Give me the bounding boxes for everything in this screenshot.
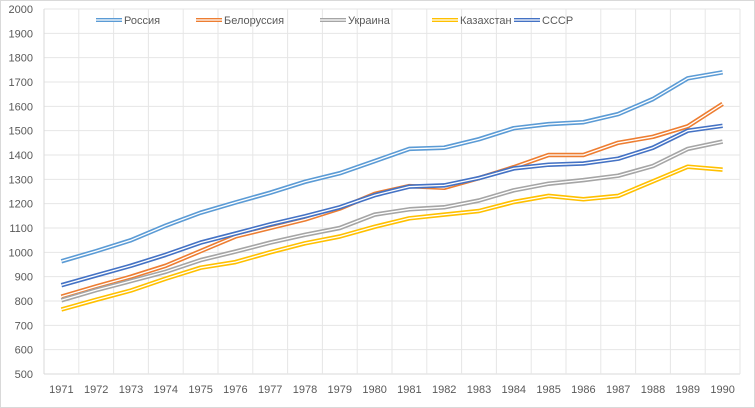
series-2 bbox=[60, 139, 724, 303]
series-line-inner bbox=[61, 140, 723, 301]
x-tick-label: 1971 bbox=[49, 384, 73, 396]
x-tick-label: 1974 bbox=[154, 384, 178, 396]
series-4 bbox=[60, 123, 723, 288]
series-3 bbox=[60, 164, 723, 312]
x-tick-label: 1987 bbox=[606, 384, 630, 396]
y-tick-label: 1700 bbox=[9, 77, 33, 89]
x-tick-label: 1989 bbox=[676, 384, 700, 396]
legend-item-3[interactable]: Казахстан bbox=[432, 15, 512, 27]
legend-label: СССР bbox=[542, 15, 573, 27]
legend-item-0[interactable]: Россия bbox=[96, 15, 160, 27]
x-tick-label: 1983 bbox=[467, 384, 491, 396]
y-tick-label: 1500 bbox=[9, 126, 33, 138]
y-tick-label: 1000 bbox=[9, 247, 33, 259]
x-tick-label: 1976 bbox=[223, 384, 247, 396]
y-tick-label: 900 bbox=[15, 272, 33, 284]
y-tick-label: 2000 bbox=[9, 4, 33, 16]
x-axis-ticks: 1971 1972 1973 1974 1975 1976 1977 1978 1979 1980… bbox=[49, 384, 735, 396]
x-tick-label: 1986 bbox=[571, 384, 595, 396]
series-line-inner bbox=[61, 166, 723, 311]
legend-item-2[interactable]: Украина bbox=[320, 15, 391, 27]
y-tick-label: 1400 bbox=[9, 150, 33, 162]
y-tick-label: 1200 bbox=[9, 199, 33, 211]
x-tick-label: 1977 bbox=[258, 384, 282, 396]
legend-label: Белоруссия bbox=[224, 15, 284, 27]
y-tick-label: 1100 bbox=[9, 223, 33, 235]
series-lines bbox=[60, 70, 724, 312]
legend-item-1[interactable]: Белоруссия bbox=[196, 15, 284, 27]
x-tick-label: 1972 bbox=[84, 384, 108, 396]
x-tick-label: 1981 bbox=[397, 384, 421, 396]
y-tick-label: 500 bbox=[15, 369, 33, 381]
y-tick-label: 600 bbox=[15, 345, 33, 357]
series-line-inner bbox=[61, 71, 723, 262]
x-tick-label: 1973 bbox=[119, 384, 143, 396]
x-tick-label: 1984 bbox=[502, 384, 526, 396]
x-tick-label: 1985 bbox=[536, 384, 560, 396]
y-tick-label: 700 bbox=[15, 320, 33, 332]
series-line-inner bbox=[61, 125, 723, 286]
y-axis-ticks: 500 600 700 800 900 1000 1100 1200 1300 1400 1500 1… bbox=[9, 4, 33, 381]
y-tick-label: 800 bbox=[15, 296, 33, 308]
x-tick-label: 1982 bbox=[432, 384, 456, 396]
legend-label: Казахстан bbox=[460, 15, 512, 27]
legend: Россия Белоруссия Украина Казахстан СССР bbox=[96, 15, 573, 27]
y-tick-label: 1600 bbox=[9, 101, 33, 113]
x-tick-label: 1975 bbox=[188, 384, 212, 396]
x-tick-label: 1979 bbox=[328, 384, 352, 396]
y-tick-label: 1300 bbox=[9, 174, 33, 186]
series-0 bbox=[60, 70, 723, 264]
x-tick-label: 1990 bbox=[710, 384, 734, 396]
legend-label: Россия bbox=[124, 15, 160, 27]
y-tick-label: 1800 bbox=[9, 53, 33, 65]
legend-item-4[interactable]: СССР bbox=[514, 15, 573, 27]
x-tick-label: 1978 bbox=[293, 384, 317, 396]
x-tick-label: 1980 bbox=[362, 384, 386, 396]
x-tick-label: 1988 bbox=[641, 384, 665, 396]
y-tick-label: 1900 bbox=[9, 28, 33, 40]
legend-label: Украина bbox=[348, 15, 391, 27]
